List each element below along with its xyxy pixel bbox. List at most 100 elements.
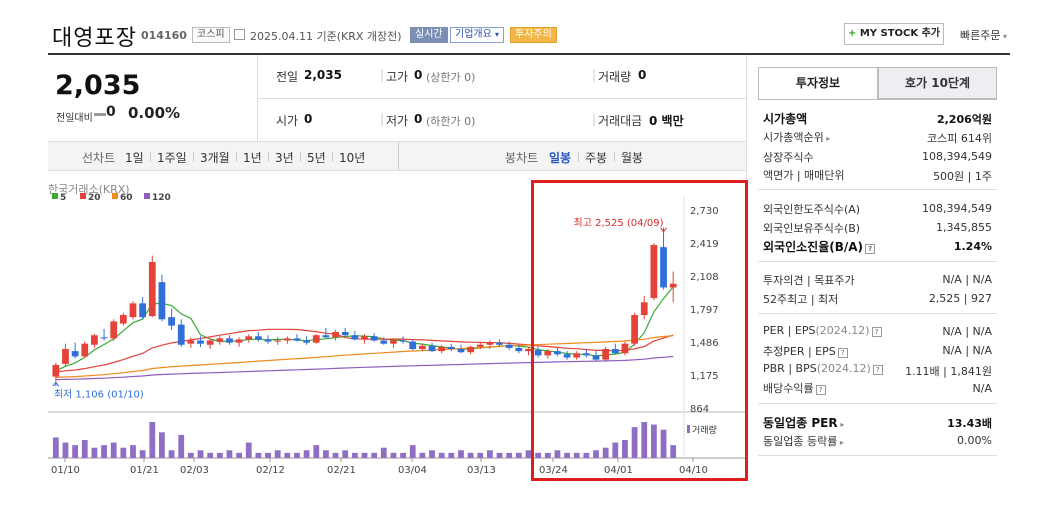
volume-label: 거래량: [598, 70, 632, 84]
candle: [81, 343, 89, 357]
candle: [573, 353, 581, 358]
candle-chart-label[interactable]: 봉차트: [505, 151, 539, 165]
period-1w[interactable]: 1주일: [157, 151, 187, 165]
upper-limit: (상한가 0): [426, 71, 476, 84]
period-1d[interactable]: 1일: [125, 151, 144, 165]
volume-bar: [554, 450, 561, 458]
period-3y[interactable]: 3년: [275, 151, 294, 165]
realtime-button[interactable]: 실시간: [410, 27, 448, 43]
candle: [390, 340, 397, 344]
face-value-label: 액면가 | 매매단위: [763, 169, 845, 182]
candle: [139, 303, 147, 318]
divider: [398, 142, 399, 170]
volume-bar: [631, 427, 638, 458]
quick-order-menu[interactable]: 빠른주문 ▾: [960, 27, 1007, 43]
volume-bar: [467, 452, 474, 458]
candle: [129, 303, 137, 318]
sector-rate-value: 0.00%: [957, 434, 992, 447]
volume-bar: [583, 452, 590, 458]
divider: [578, 152, 579, 162]
candle: [110, 321, 118, 339]
candle: [409, 341, 417, 350]
x-tick-label: 01/21: [130, 465, 159, 476]
price-chart[interactable]: 2,730 2,419 2,108 1,797 1,486 1,175 864 거래량 01/1…: [48, 196, 746, 481]
volume-bar: [120, 447, 127, 458]
dividend-text: 배당수익률: [763, 382, 814, 395]
open-value: 0: [304, 112, 313, 126]
chevron-right-icon: ▸: [823, 134, 831, 143]
volume-bar: [409, 445, 416, 458]
help-icon[interactable]: ?: [837, 348, 848, 358]
ma-legend-60: 60: [112, 193, 133, 203]
sector-per-text: 동일업종 PER: [763, 416, 838, 430]
divider: |: [592, 112, 597, 126]
candle: [177, 324, 185, 345]
help-icon[interactable]: ?: [872, 365, 883, 375]
candle: [91, 335, 98, 345]
exchange-label: 한국거래소(KRX): [48, 183, 130, 196]
volume-bar: [477, 452, 484, 458]
candle: [168, 317, 175, 326]
candle: [582, 353, 590, 356]
company-overview-dropdown[interactable]: 기업개요 ▾: [450, 27, 505, 43]
shares-value: 108,394,549: [922, 150, 992, 163]
y-tick-label: 1,486: [690, 338, 719, 349]
period-3m[interactable]: 3개월: [200, 151, 230, 165]
volume-bar: [52, 437, 59, 458]
volume-bar: [622, 440, 628, 458]
per-eps-label: PER | EPS(2024.12)?: [763, 324, 882, 337]
help-icon[interactable]: ?: [815, 385, 826, 395]
legend-label: 5: [60, 193, 67, 203]
divider: [758, 313, 997, 314]
volume-bar: [602, 447, 609, 458]
period-1y[interactable]: 1년: [243, 151, 262, 165]
candle: [361, 336, 368, 340]
period-10y[interactable]: 10년: [339, 151, 366, 165]
volume-bar: [506, 452, 513, 458]
week52-label: 52주최고 | 최저: [763, 293, 839, 306]
period-5y[interactable]: 5년: [307, 151, 326, 165]
sector-per-label[interactable]: 동일업종 PER ▸: [763, 414, 844, 431]
candle: [467, 346, 474, 353]
ma-line-120: [55, 355, 674, 381]
volume-bar: [641, 422, 648, 458]
shares-label: 상장주식수: [763, 151, 814, 164]
trade-amount-label: 거래대금: [598, 114, 643, 128]
period-weekly[interactable]: 주봉: [585, 151, 608, 165]
candle: [274, 340, 282, 342]
est-per-value: N/A | N/A: [942, 344, 992, 357]
volume-bar: [110, 442, 117, 458]
help-icon[interactable]: ?: [865, 244, 876, 254]
cap-rank-label[interactable]: 시가총액순위 ▸: [763, 129, 830, 145]
candle: [62, 349, 69, 364]
volume-bar: [525, 450, 532, 458]
candle: [563, 354, 571, 358]
legend-swatch: [52, 193, 58, 199]
opinion-value: N/A | N/A: [942, 273, 992, 286]
volume-bar: [419, 452, 426, 458]
candle: [447, 346, 455, 350]
volume-value: 0: [638, 68, 647, 82]
candle: [650, 245, 658, 299]
high-value: 0: [414, 68, 423, 82]
x-tick-label: 02/21: [327, 465, 356, 476]
volume-bar: [72, 445, 79, 458]
candle: [457, 349, 465, 353]
candle: [621, 343, 629, 354]
y-tick-label: 1,175: [690, 371, 719, 382]
high-label: 고가: [386, 70, 409, 84]
sector-per-value: 13.43배: [947, 417, 992, 430]
sector-rate-label[interactable]: 동일업종 등락률 ▸: [763, 433, 844, 449]
line-chart-label[interactable]: 선차트: [82, 151, 116, 165]
tab-order-book[interactable]: 호가 10단계: [878, 67, 997, 99]
dividend-label: 배당수익률?: [763, 380, 826, 396]
divider: [257, 98, 746, 99]
candle: [669, 283, 677, 288]
period-daily[interactable]: 일봉: [549, 151, 572, 165]
help-icon[interactable]: ?: [871, 327, 882, 337]
market-cap-label: 시가총액: [763, 112, 808, 126]
add-mystock-button[interactable]: + MY STOCK 추가: [844, 23, 944, 45]
period-monthly[interactable]: 월봉: [621, 151, 644, 165]
tab-investment-info[interactable]: 투자정보: [758, 67, 878, 99]
pbr-date: (2024.12): [816, 362, 871, 375]
